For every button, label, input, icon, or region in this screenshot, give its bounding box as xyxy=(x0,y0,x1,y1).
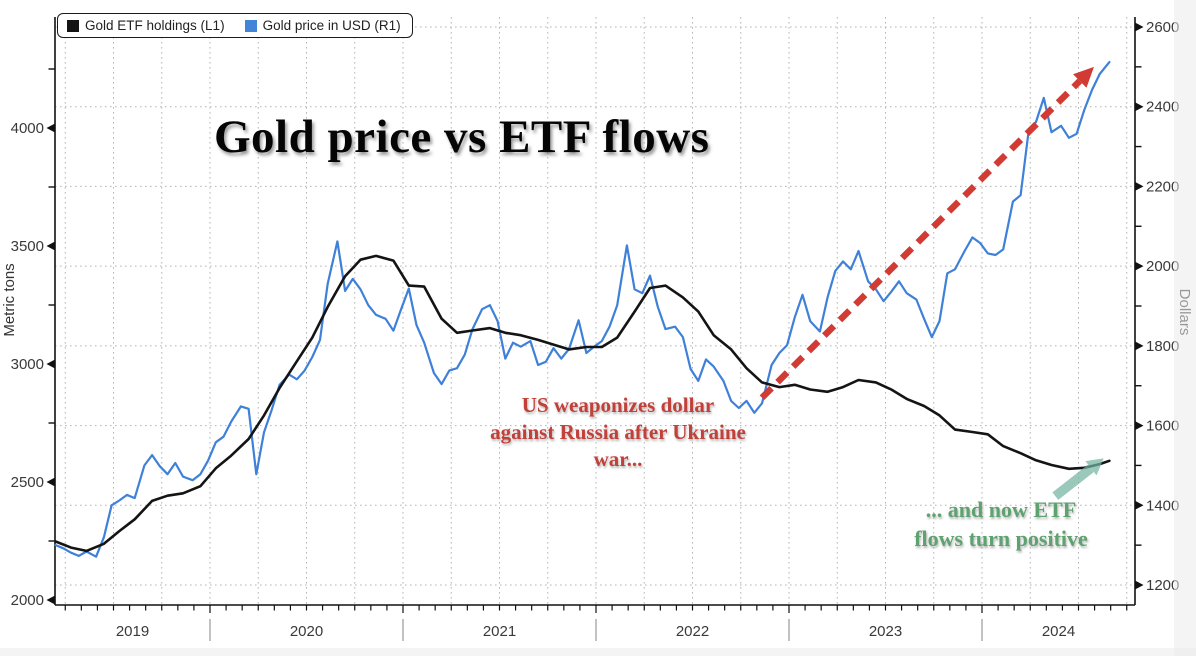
teal-arrow xyxy=(1052,458,1104,500)
right-axis-tick-label: 1400 xyxy=(1146,497,1179,514)
right-axis-tick-label: 1600 xyxy=(1146,418,1179,435)
annotation-etf-flows-note: ... and now ETF flows turn positive xyxy=(878,495,1124,553)
left-axis-title: Metric tons xyxy=(1,263,18,336)
legend-label-etf-holdings: Gold ETF holdings (L1) xyxy=(85,18,225,33)
x-axis-year-label: 2024 xyxy=(1042,623,1075,640)
annotation-line: ... and now ETF xyxy=(925,497,1077,522)
left-axis-tick-label: 2500 xyxy=(11,474,44,491)
etf-holdings-line xyxy=(54,254,1111,553)
right-axis-tick-label: 2000 xyxy=(1146,258,1179,275)
annotation-us-dollar-note: US weaponizes dollar against Russia afte… xyxy=(450,392,786,473)
bottom-edge-strip xyxy=(0,648,1196,656)
annotation-line: US weaponizes dollar xyxy=(521,393,715,417)
right-axis: 1200 1400 1600 1800 2000 2200 2400 2600 xyxy=(1135,19,1179,594)
left-axis-tick-label: 4000 xyxy=(11,120,44,137)
etf-holdings-swatch-icon xyxy=(67,19,79,32)
left-axis-tick-label: 3000 xyxy=(11,356,44,373)
right-edge-strip xyxy=(1174,0,1196,656)
right-axis-tick-label: 1800 xyxy=(1146,338,1179,355)
legend-item-etf-holdings[interactable]: Gold ETF holdings (L1) xyxy=(67,18,225,33)
x-axis-year-label: 2023 xyxy=(869,623,902,640)
annotation-line: war... xyxy=(593,447,643,471)
right-axis-tick-label: 2400 xyxy=(1146,99,1179,116)
x-axis-year-label: 2022 xyxy=(676,623,709,640)
left-axis-tick-label: 2000 xyxy=(11,592,44,609)
legend-item-gold-price[interactable]: Gold price in USD (R1) xyxy=(244,18,401,33)
chart-title: Gold price vs ETF flows xyxy=(214,111,710,163)
left-axis-tick-label: 3500 xyxy=(11,238,44,255)
legend-label-gold-price: Gold price in USD (R1) xyxy=(262,18,401,33)
right-axis-tick-label: 1200 xyxy=(1146,577,1179,594)
x-axis-year-label: 2020 xyxy=(290,623,323,640)
grid-layer xyxy=(55,17,1135,605)
gold-price-line xyxy=(54,61,1111,558)
right-axis-tick-label: 2600 xyxy=(1146,19,1179,36)
x-axis: 2019 2020 2021 2022 2023 2024 xyxy=(64,605,1128,641)
x-axis-year-label: 2019 xyxy=(116,623,149,640)
annotation-line: flows turn positive xyxy=(914,526,1088,551)
gold-price-swatch-icon xyxy=(244,19,257,32)
x-axis-year-label: 2021 xyxy=(483,623,516,640)
red-dashed-arrow xyxy=(759,66,1094,400)
right-axis-tick-label: 2200 xyxy=(1146,178,1179,195)
axis-titles: Metric tonsDollars xyxy=(1,263,1193,336)
chart-legend: Gold ETF holdings (L1) Gold price in USD… xyxy=(57,13,413,38)
annotation-line: against Russia after Ukraine xyxy=(490,420,746,444)
left-axis: 2000 2500 3000 3500 4000 xyxy=(11,68,55,609)
